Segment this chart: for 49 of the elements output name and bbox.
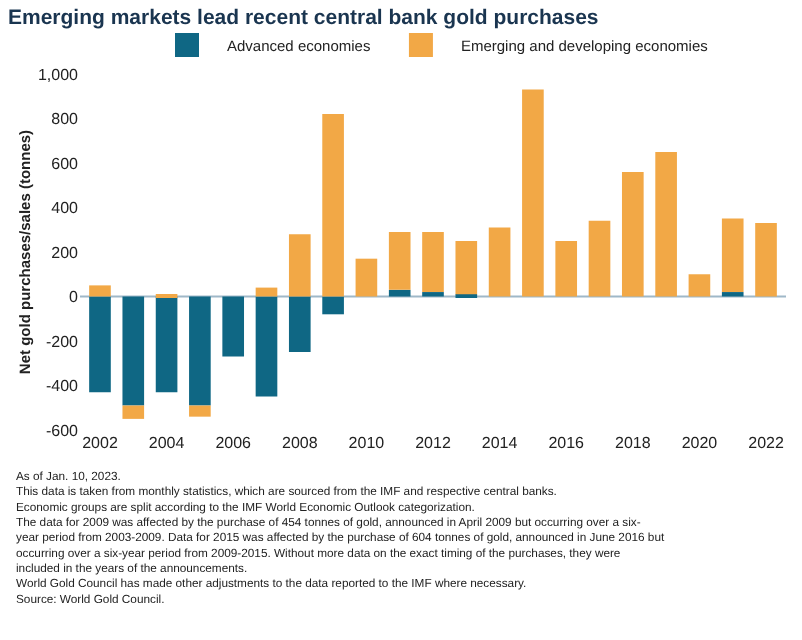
x-tick-label: 2018 [615,434,652,452]
y-tick-label: -400 [45,377,80,396]
bar [588,220,611,297]
bar [288,234,311,297]
bar [322,114,344,297]
y-tick-label: 200 [51,243,80,262]
bar [688,274,711,297]
y-tick-label: 1,000 [37,65,80,84]
x-tick-label: 2016 [548,434,586,452]
bar [655,151,677,297]
x-tick-label: 2002 [82,434,119,452]
bar [621,171,644,297]
x-tick-label: 2010 [348,434,386,452]
bar [255,287,278,297]
y-tick-label: 0 [69,288,80,307]
x-tick-label: 2022 [748,434,785,452]
y-tick-label: 400 [51,199,80,218]
bar [721,218,744,293]
bar [555,240,578,297]
bar [189,296,211,406]
bar [355,258,378,297]
bar [488,227,511,297]
bar [89,285,111,297]
bar [522,89,544,297]
bar [222,296,245,357]
y-tick-label: 600 [51,154,80,173]
x-tick-label: 2006 [215,434,253,452]
bar [122,405,145,419]
bar [388,231,411,290]
bar [322,296,344,315]
y-tick-label: -200 [45,332,80,351]
bar [89,296,111,393]
y-tick-label: 800 [51,110,80,129]
bar [455,240,478,295]
x-tick-label: 2004 [148,434,186,452]
bar [422,231,444,293]
x-tick-label: 2014 [481,434,519,452]
bar [388,289,411,297]
bar [255,296,278,397]
x-tick-label: 2008 [282,434,319,452]
x-tick-label: 2020 [681,434,719,452]
y-tick-label: -600 [45,421,80,440]
x-tick-label: 2012 [415,434,452,452]
bar [122,296,145,406]
bar [755,223,777,297]
bar [189,405,211,417]
chart-title: Emerging markets lead recent central bank gold purchases [8,6,599,31]
bar [155,296,178,393]
bar [288,296,311,353]
